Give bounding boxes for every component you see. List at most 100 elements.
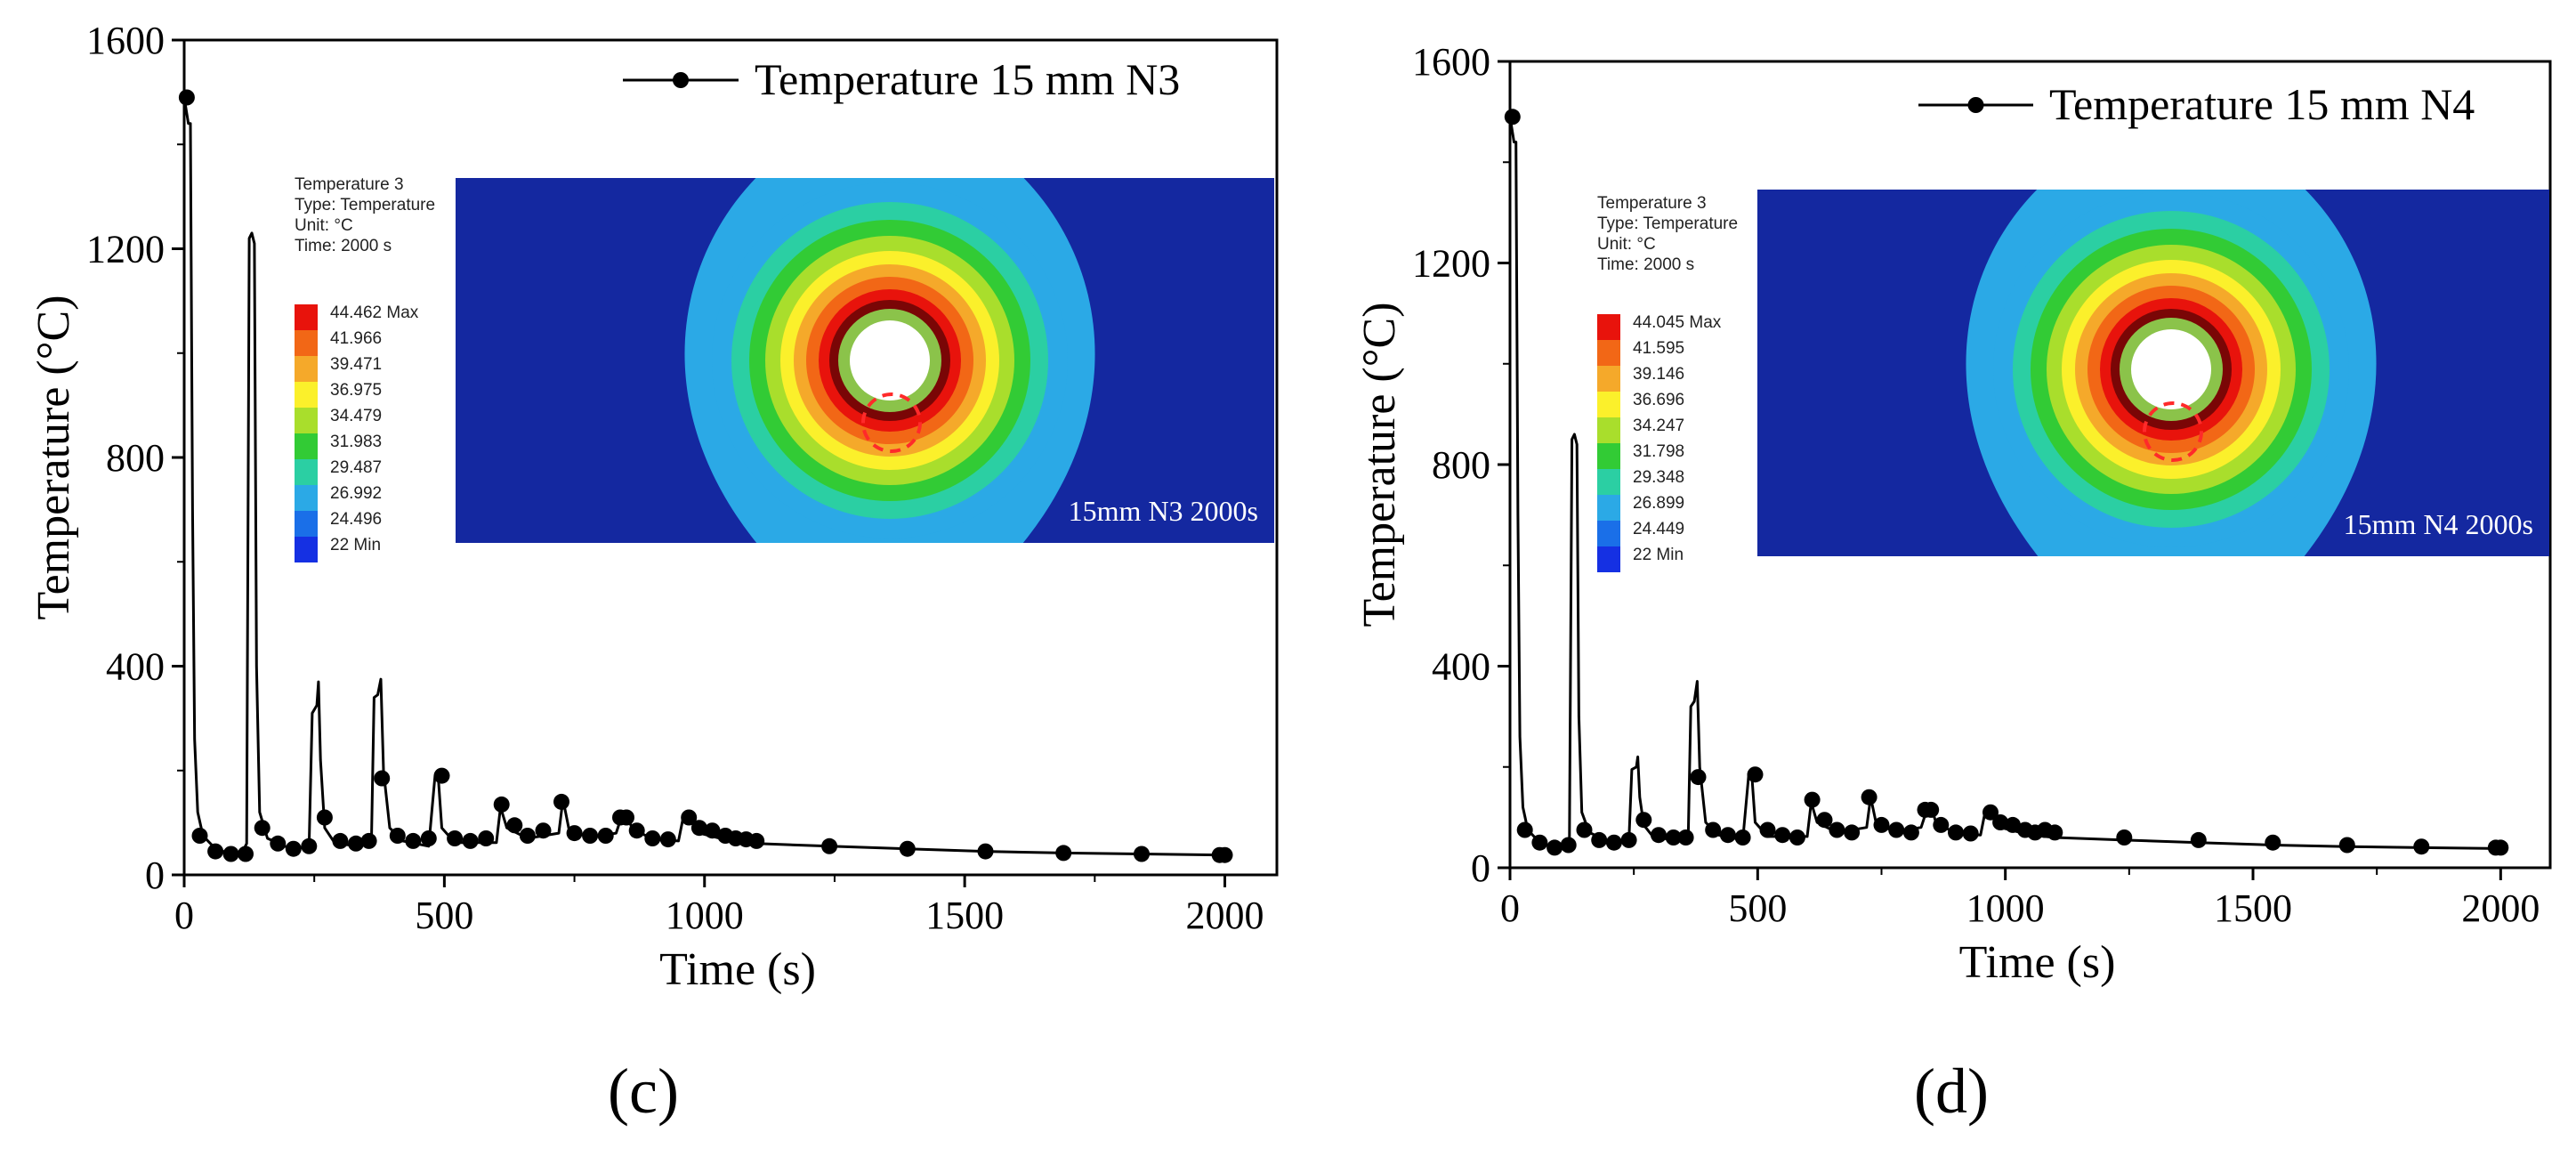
color-scale-value: 31.798 <box>1633 442 1684 461</box>
x-tick-label: 2000 <box>2461 886 2540 930</box>
x-axis-label: Time (s) <box>659 944 816 995</box>
data-point <box>1734 829 1751 846</box>
color-swatch <box>295 356 318 382</box>
data-point <box>597 828 614 844</box>
x-tick-label: 2000 <box>1186 894 1264 937</box>
color-scale-value: 44.045 Max <box>1633 313 1722 332</box>
color-scale-value: 31.983 <box>330 433 382 451</box>
data-point <box>1861 789 1877 805</box>
y-tick-label: 800 <box>1432 443 1490 487</box>
data-point <box>1948 824 1964 841</box>
data-point <box>1677 829 1694 846</box>
panel-label: (d) <box>1914 1056 1989 1127</box>
data-point <box>681 809 698 826</box>
data-point <box>1992 814 2009 830</box>
y-tick-label: 1600 <box>86 19 165 62</box>
data-point <box>1620 831 1637 848</box>
data-point <box>1576 821 1593 838</box>
panel-c: 0 500 1000 1500 2000 0 400 800 1200 1600 Time (s) T… <box>28 19 1279 1127</box>
inset-caption: 15mm N4 2000s <box>2344 508 2533 540</box>
color-swatch <box>295 433 318 459</box>
data-point <box>1844 824 1861 841</box>
color-swatch <box>1597 417 1620 443</box>
x-axis-label: Time (s) <box>1959 937 2116 988</box>
color-swatch <box>1597 314 1620 340</box>
color-scale-value: 34.247 <box>1633 417 1684 435</box>
y-tick-label: 1200 <box>86 228 165 271</box>
y-tick-label: 800 <box>106 436 165 480</box>
data-point <box>1933 816 1950 833</box>
contour-header-line: Unit: °C <box>1597 235 1656 254</box>
color-swatch <box>295 511 318 537</box>
contour-header-line: Temperature 3 <box>1597 194 1707 213</box>
color-scale-value: 41.595 <box>1633 339 1684 358</box>
y-tick-label: 0 <box>145 854 165 897</box>
data-point <box>478 830 495 846</box>
data-point <box>1516 821 1533 838</box>
data-point <box>553 793 569 810</box>
color-swatch <box>295 382 318 408</box>
highlight-circle <box>861 392 922 453</box>
data-point <box>628 822 645 839</box>
color-swatch <box>295 330 318 356</box>
data-point <box>1531 834 1548 851</box>
data-point <box>618 809 634 826</box>
data-point <box>1873 816 1890 833</box>
data-point <box>493 796 510 813</box>
data-point <box>1719 827 1736 844</box>
y-tick-label: 1600 <box>1412 40 1490 84</box>
data-point <box>1923 801 1940 818</box>
data-point <box>1962 825 1979 842</box>
hole <box>2131 329 2211 409</box>
data-point <box>348 835 364 852</box>
data-point <box>254 820 271 837</box>
data-point <box>332 832 349 849</box>
data-point <box>1888 821 1905 838</box>
data-point <box>1635 812 1652 829</box>
legend-label: Temperature 15 mm N3 <box>755 54 1180 104</box>
data-point <box>1982 804 1999 821</box>
y-tick-label: 0 <box>1471 846 1490 890</box>
data-point <box>1829 821 1845 838</box>
data-point <box>207 843 224 860</box>
data-point <box>899 840 916 857</box>
contour-header-line: Unit: °C <box>295 216 353 235</box>
data-point <box>222 846 239 862</box>
color-swatch <box>1597 443 1620 469</box>
x-tick-label: 1000 <box>666 894 744 937</box>
color-scale-value: 24.496 <box>330 510 382 529</box>
color-swatch <box>295 459 318 485</box>
color-swatch <box>295 304 318 330</box>
data-point <box>1665 829 1682 846</box>
color-scale-value: 36.696 <box>1633 391 1684 409</box>
color-swatch <box>1597 469 1620 495</box>
contour-header-line: Temperature 3 <box>295 175 404 194</box>
color-scale-value: 22 Min <box>330 536 381 554</box>
data-point <box>389 828 406 844</box>
inset-image <box>456 178 1274 543</box>
data-point <box>582 828 599 844</box>
data-point <box>405 832 422 849</box>
data-point <box>2413 838 2430 855</box>
data-point <box>270 835 287 852</box>
color-scale-value: 34.479 <box>330 407 382 425</box>
color-scale-value: 44.462 Max <box>330 303 419 322</box>
x-tick-label: 500 <box>415 894 473 937</box>
color-swatch <box>295 408 318 433</box>
data-point <box>704 822 721 839</box>
color-scale-value: 39.471 <box>330 355 382 374</box>
color-swatch <box>1597 366 1620 392</box>
data-point <box>1816 812 1833 829</box>
data-point <box>238 846 254 862</box>
data-point <box>519 828 536 844</box>
contour-header-line: Time: 2000 s <box>295 237 392 255</box>
data-point <box>1747 766 1764 783</box>
color-swatch <box>295 537 318 562</box>
highlight-circle <box>2143 401 2203 462</box>
data-point <box>2116 829 2133 846</box>
data-point <box>644 830 661 846</box>
data-point <box>506 817 523 834</box>
data-point <box>1055 845 1072 862</box>
color-swatch <box>1597 495 1620 521</box>
data-point <box>2265 834 2281 851</box>
